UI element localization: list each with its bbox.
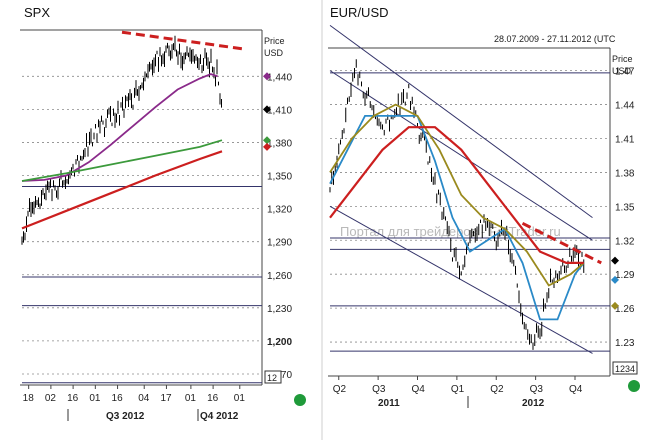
x-tick-label: 01 bbox=[185, 393, 197, 404]
channel-line bbox=[329, 70, 593, 241]
price-marker bbox=[263, 105, 271, 114]
axis-title: USD bbox=[264, 48, 284, 58]
x-tick-label: 17 bbox=[160, 393, 172, 404]
price-marker bbox=[611, 275, 619, 284]
indicator-line-sma-short bbox=[21, 73, 218, 182]
indicator-line-sma-mid bbox=[21, 139, 223, 182]
price-box-label: 1234 bbox=[615, 364, 635, 374]
price-marker bbox=[263, 72, 271, 81]
x-period-label: 2012 bbox=[522, 398, 545, 409]
x-tick-label: Q4 bbox=[412, 384, 426, 395]
price-box bbox=[264, 370, 282, 384]
y-tick-label: 1,350 bbox=[267, 172, 292, 183]
x-period-label: 2011 bbox=[378, 398, 400, 409]
price-marker bbox=[611, 301, 619, 310]
y-tick-label: 1,200 bbox=[267, 337, 292, 348]
spx-chart-title: SPX bbox=[24, 5, 50, 20]
x-tick-label: 16 bbox=[67, 393, 79, 404]
x-tick-label: 16 bbox=[112, 393, 124, 404]
y-tick-label: 1,290 bbox=[267, 238, 292, 249]
x-tick-label: Q1 bbox=[451, 384, 465, 395]
price-box bbox=[612, 361, 638, 375]
x-tick-label: Q2 bbox=[490, 384, 504, 395]
y-tick-label: 1.44 bbox=[615, 101, 635, 112]
indicator-line-sma-mid bbox=[329, 103, 585, 287]
x-tick-label: 01 bbox=[234, 393, 246, 404]
price-marker bbox=[263, 142, 271, 151]
x-tick-label: 04 bbox=[138, 393, 150, 404]
eurusd-chart-title: EUR/USD bbox=[330, 5, 389, 20]
channel-line bbox=[329, 24, 593, 219]
y-tick-label: 1.32 bbox=[615, 236, 635, 247]
x-tick-label: Q3 bbox=[530, 384, 544, 395]
x-tick-label: 01 bbox=[89, 393, 101, 404]
x-tick-label: Q3 bbox=[372, 384, 386, 395]
y-tick-label: 1,230 bbox=[267, 304, 292, 315]
status-dot[interactable] bbox=[294, 394, 306, 406]
x-period-label: Q4 2012 bbox=[200, 411, 239, 422]
axis-title: USD bbox=[612, 66, 632, 76]
y-tick-label: 1,260 bbox=[267, 271, 292, 282]
indicator-line-sma-long bbox=[21, 150, 223, 230]
y-tick-label: 1.23 bbox=[615, 338, 635, 349]
status-dot[interactable] bbox=[628, 380, 640, 392]
y-tick-label: 1.41 bbox=[615, 134, 635, 145]
channel-line bbox=[329, 205, 593, 354]
trend-line-dashed bbox=[121, 30, 243, 51]
spx-panel: Price USD 1,440 1,410 1,380 1,350 1,320 1,290 1,… bbox=[21, 30, 292, 422]
y-tick-label: 1.26 bbox=[615, 304, 635, 315]
y-tick-label: 1,410 bbox=[267, 105, 292, 116]
y-tick-label: 1.47 bbox=[615, 67, 635, 78]
y-tick-label: 1.29 bbox=[615, 270, 635, 281]
x-tick-label: Q4 bbox=[569, 384, 583, 395]
y-tick-label: 1.35 bbox=[615, 202, 635, 213]
price-box-label: 12 bbox=[267, 373, 277, 383]
y-tick-label: 1,380 bbox=[267, 138, 292, 149]
y-tick-label: 1,440 bbox=[267, 72, 292, 83]
eurusd-panel: Price USD 1.23 1.26 1.29 1.32 1.35 1.38 1.41 1.44… bbox=[329, 24, 638, 409]
trend-line-dashed bbox=[521, 221, 602, 265]
price-marker bbox=[611, 256, 619, 265]
eurusd-date-range: 28.07.2009 - 27.11.2012 (UTC bbox=[494, 34, 616, 44]
axis-title: Price bbox=[612, 54, 633, 64]
x-tick-label: 18 bbox=[23, 393, 35, 404]
price-marker bbox=[263, 136, 271, 145]
x-tick-label: 02 bbox=[45, 393, 57, 404]
y-tick-label: 1.38 bbox=[615, 168, 635, 179]
y-tick-label: 1,320 bbox=[267, 205, 292, 216]
x-tick-label: Q2 bbox=[333, 384, 347, 395]
watermark: Портал для трейдеров - ForTrader.ru bbox=[340, 224, 561, 239]
x-period-label: Q3 2012 bbox=[106, 411, 145, 422]
x-tick-label: 16 bbox=[207, 393, 219, 404]
axis-title: Price bbox=[264, 36, 285, 46]
indicator-line-sma-long bbox=[329, 126, 584, 264]
